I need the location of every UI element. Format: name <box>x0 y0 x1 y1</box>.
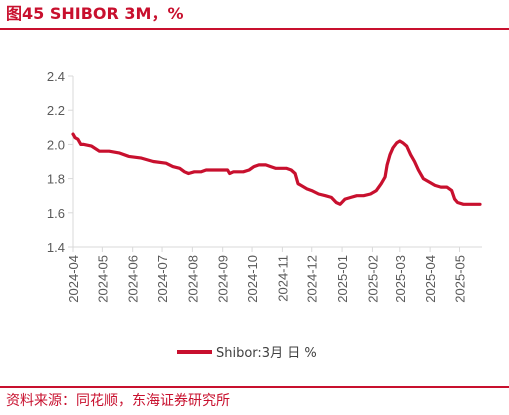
x-tick-label: 2024-10 <box>245 255 260 303</box>
x-tick-label: 2024-08 <box>185 255 200 303</box>
footer-divider <box>0 386 509 388</box>
title-divider <box>0 28 509 30</box>
y-tick-label: 2.2 <box>47 103 65 118</box>
x-tick-label: 2024-06 <box>126 255 141 303</box>
x-tick-label: 2025-04 <box>423 255 438 303</box>
x-tick-label: 2025-02 <box>365 255 380 303</box>
x-tick-label: 2024-07 <box>155 255 170 303</box>
source-note: 资料来源：同花顺，东海证券研究所 <box>6 393 230 409</box>
series-layer <box>71 132 482 206</box>
x-tick-label: 2024-04 <box>66 255 81 303</box>
legend-label: Shibor:3月 日 % <box>216 346 317 361</box>
legend: Shibor:3月 日 % <box>177 346 317 361</box>
x-axis: 2024-04 2024-05 2024-06 2024-07 2024-08 2024-… <box>66 246 482 303</box>
y-tick-label: 1.4 <box>47 240 65 255</box>
y-tick-label: 1.8 <box>47 172 65 187</box>
x-tick-label: 2025-03 <box>393 255 408 303</box>
x-tick-label: 2025-05 <box>452 255 467 303</box>
x-tick-label: 2024-09 <box>216 255 231 303</box>
y-axis: 1.4 1.6 1.8 2.0 2.2 2.4 <box>47 69 74 255</box>
x-tick-label: 2024-12 <box>305 255 320 303</box>
x-tick-label: 2025-01 <box>335 255 350 303</box>
series-line-shibor-3m <box>71 132 482 206</box>
y-tick-label: 1.6 <box>47 206 65 221</box>
y-tick-label: 2.0 <box>47 137 65 152</box>
shibor-line-chart: 1.4 1.6 1.8 2.0 2.2 2.4 2024-04 2024-05 2024-06… <box>47 69 482 361</box>
figure-title: 图45 SHIBOR 3M，% <box>6 4 184 23</box>
x-tick-label: 2024-11 <box>275 255 290 302</box>
y-tick-label: 2.4 <box>47 69 65 84</box>
x-tick-label: 2024-05 <box>95 255 110 303</box>
